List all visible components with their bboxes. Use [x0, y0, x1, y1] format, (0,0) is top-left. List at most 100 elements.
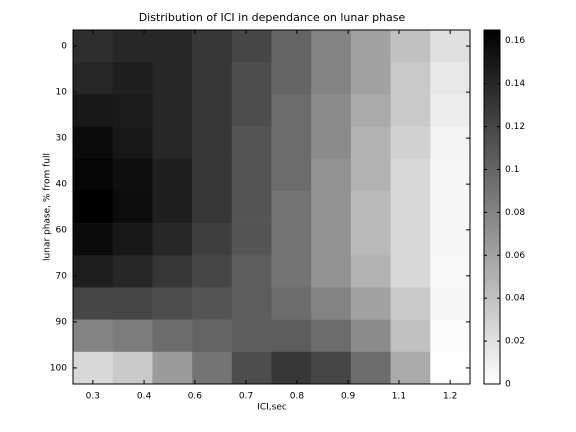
heatmap-cell: [350, 158, 391, 192]
colorbar-frame: [483, 29, 501, 385]
heatmap-cell: [430, 190, 471, 224]
heatmap-cell: [311, 94, 352, 127]
heatmap-cell: [390, 223, 431, 256]
heatmap-cell: [350, 223, 391, 256]
heatmap-cell: [192, 94, 233, 127]
heatmap-cell: [192, 190, 233, 224]
x-tick-label: 0.3: [86, 392, 100, 402]
x-tick-label: 1.2: [443, 392, 457, 402]
heatmap-cell: [192, 30, 233, 63]
heatmap-cell: [112, 319, 153, 353]
heatmap-cell: [112, 190, 153, 224]
heatmap-cell: [231, 30, 272, 63]
heatmap-cell: [192, 158, 233, 192]
heatmap-cell: [350, 319, 391, 353]
heatmap-cell: [271, 223, 312, 256]
heatmap-cell: [231, 351, 272, 385]
heatmap-cell: [192, 255, 233, 288]
heatmap-cell: [231, 287, 272, 320]
colorbar-tick-label: 0.16: [505, 36, 525, 46]
heatmap-cell: [271, 255, 312, 288]
heatmap-cell: [231, 126, 272, 160]
heatmap-cell: [73, 62, 113, 95]
y-tick-label: 60: [56, 225, 68, 235]
colorbar-tick-label: 0.12: [505, 122, 525, 132]
x-tick-label: 0.8: [290, 392, 305, 402]
heatmap-cell: [73, 319, 113, 353]
heatmap-cell: [152, 158, 193, 192]
y-tick-label: 40: [56, 180, 68, 190]
heatmap-cell: [430, 223, 471, 256]
heatmap-cell: [271, 62, 312, 95]
heatmap-cell: [271, 30, 312, 63]
colorbar-tick-label: 0.06: [505, 251, 525, 261]
y-tick-label: 30: [56, 134, 68, 144]
heatmap-cell: [112, 94, 153, 127]
heatmap-cell: [231, 190, 272, 224]
heatmap-cell: [350, 255, 391, 288]
heatmap-cell: [311, 319, 352, 353]
y-tick-label: 10: [56, 88, 68, 98]
heatmap-cell: [430, 287, 471, 320]
y-tick-label: 0: [61, 42, 67, 52]
heatmap-cell: [152, 126, 193, 160]
heatmap-cell: [112, 30, 153, 63]
heatmap-cell: [390, 30, 431, 63]
heatmap-cell: [311, 126, 352, 160]
heatmap-cell: [350, 351, 391, 385]
heatmap-cell: [430, 255, 471, 288]
heatmap-cell: [350, 94, 391, 127]
y-tick-label: 90: [56, 317, 68, 327]
heatmap-cell: [390, 287, 431, 320]
heatmap-cell: [311, 287, 352, 320]
heatmap-cell: [430, 30, 471, 63]
heatmap-cell: [271, 190, 312, 224]
heatmap-cell: [192, 287, 233, 320]
heatmap-cell: [73, 158, 113, 192]
heatmap-cell: [112, 223, 153, 256]
colorbar-tick-label: 0.08: [505, 208, 525, 218]
colorbar-tick-label: 0.02: [505, 337, 525, 347]
heatmap-cell: [73, 351, 113, 385]
heatmap-cell: [152, 190, 193, 224]
heatmap-cell: [430, 94, 471, 127]
heatmap-cell: [112, 287, 153, 320]
colorbar-tick-label: 0: [505, 380, 511, 390]
heatmap-cell: [350, 190, 391, 224]
heatmap-cell: [73, 223, 113, 256]
heatmap-cell: [231, 158, 272, 192]
heatmap-cell: [350, 126, 391, 160]
heatmap-cell: [350, 30, 391, 63]
heatmap-cell: [73, 126, 113, 160]
heatmap-cell: [311, 351, 352, 385]
heatmap-cell: [271, 319, 312, 353]
heatmap-cell: [192, 351, 233, 385]
heatmap-cell: [350, 62, 391, 95]
heatmap-cell: [390, 351, 431, 385]
chart-title: Distribution of ICI in dependance on lun…: [139, 11, 406, 24]
colorbar-tick-label: 0.1: [505, 165, 519, 175]
heatmap-cell: [271, 158, 312, 192]
y-tick-label: 100: [50, 363, 67, 373]
heatmap-cell: [192, 126, 233, 160]
heatmap-cell: [271, 287, 312, 320]
colorbar: [484, 30, 500, 384]
heatmap-cell: [152, 319, 193, 353]
heatmap-cell: [73, 30, 113, 63]
heatmap-cell: [192, 62, 233, 95]
heatmap-cell: [231, 255, 272, 288]
heatmap-cell: [430, 62, 471, 95]
heatmap-cell: [350, 287, 391, 320]
heatmap-cell: [390, 190, 431, 224]
heatmap-cells: [73, 30, 471, 385]
heatmap-cell: [112, 255, 153, 288]
heatmap-cell: [390, 319, 431, 353]
heatmap-cell: [73, 287, 113, 320]
heatmap-cell: [192, 319, 233, 353]
x-tick-label: 0.7: [239, 392, 253, 402]
heatmap-cell: [311, 190, 352, 224]
heatmap-cell: [271, 351, 312, 385]
heatmap-cell: [112, 62, 153, 95]
heatmap-cell: [390, 255, 431, 288]
heatmap-cell: [311, 158, 352, 192]
